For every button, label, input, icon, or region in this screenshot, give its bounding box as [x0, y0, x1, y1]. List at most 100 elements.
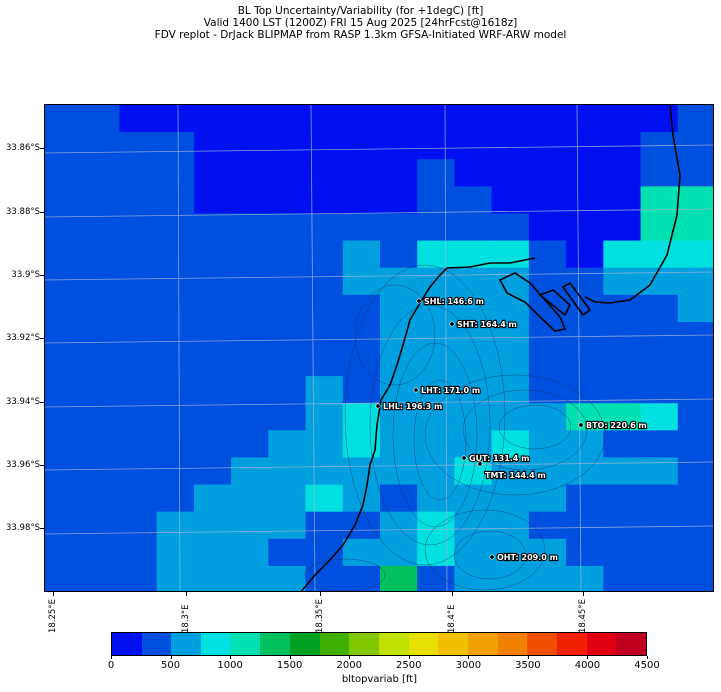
location-label: SHL: 146.6 m: [424, 297, 484, 306]
location-label: LHL: 196.3 m: [383, 402, 442, 411]
grid-cell: [119, 132, 158, 160]
longitude-label: 18.3°E: [181, 604, 191, 633]
grid-cell: [603, 105, 642, 133]
grid-cell: [491, 159, 530, 187]
grid-cell: [119, 376, 158, 404]
graticule-parallel: [45, 461, 713, 471]
colorbar-segment: [290, 633, 320, 655]
grid-cell: [82, 240, 121, 269]
grid-cell: [45, 105, 83, 133]
colorbar-segment: [349, 633, 380, 655]
contour: [424, 509, 546, 591]
grid-cell: [156, 213, 195, 242]
grid-cell: [156, 294, 195, 323]
grid-cell: [566, 213, 604, 242]
grid-cell: [603, 267, 642, 296]
grid-cell: [82, 349, 121, 377]
grid-cell: [603, 403, 642, 431]
grid-cell: [528, 376, 567, 404]
contour: [424, 374, 606, 496]
grid-cell: [156, 376, 195, 404]
location-marker-dot: [578, 422, 584, 428]
grid-cell: [193, 349, 232, 377]
grid-cell: [380, 430, 418, 459]
grid-cell: [305, 349, 344, 377]
grid-cell: [268, 484, 307, 513]
longitude-label: 18.35°E: [315, 599, 325, 633]
grid-cell: [417, 159, 456, 187]
longitude-tick: [583, 592, 584, 596]
grid-cell: [640, 159, 679, 187]
grid-cell: [231, 294, 269, 323]
grid-cell: [528, 511, 567, 540]
colorbar-segment: [586, 633, 617, 655]
location-marker-dot: [489, 554, 495, 560]
plot-title-line-2: Valid 1400 LST (1200Z) FRI 15 Aug 2025 […: [203, 17, 518, 29]
colorbar-segment: [230, 633, 261, 655]
grid-cell: [119, 349, 158, 377]
coastline-main: [300, 257, 536, 591]
grid-cell: [231, 321, 269, 350]
grid-cell: [45, 132, 83, 160]
grid-cell: [342, 267, 381, 296]
grid-cell: [45, 321, 83, 350]
grid-cell: [677, 457, 713, 486]
grid-cell: [305, 294, 344, 323]
graticule-meridian: [576, 105, 582, 591]
grid-cell: [454, 511, 493, 540]
grid-cell: [491, 511, 530, 540]
grid-cell: [603, 213, 642, 242]
grid-cell: [454, 430, 493, 459]
location-label: OHT: 209.0 m: [497, 553, 558, 562]
grid-cell: [82, 430, 121, 459]
grid-cell: [45, 376, 83, 404]
latitude-tick: [40, 338, 44, 339]
contour: [354, 284, 436, 386]
longitude-label: 18.4°E: [447, 604, 457, 633]
grid-cell: [156, 403, 195, 431]
grid-cell: [305, 240, 344, 269]
grid-cell: [417, 565, 456, 591]
grid-cell: [380, 538, 418, 567]
grid-cell: [305, 321, 344, 350]
grid-cell: [305, 430, 344, 459]
grid-cell: [82, 294, 121, 323]
grid-cell: [82, 376, 121, 404]
terrain-contours: [304, 264, 606, 591]
grid-cell: [677, 132, 713, 160]
grid-cell: [491, 186, 530, 215]
colorbar: [111, 632, 647, 656]
grid-cell: [82, 213, 121, 242]
colorbar-segment: [438, 633, 469, 655]
grid-cell: [305, 484, 344, 513]
grid-cell: [380, 484, 418, 513]
grid-cell: [417, 105, 456, 133]
colorbar-tick: [527, 656, 529, 659]
grid-cell: [677, 294, 713, 323]
grid-cell: [156, 321, 195, 350]
grid-cell: [231, 430, 269, 459]
grid-cell: [566, 565, 604, 591]
grid-cell: [566, 132, 604, 160]
grid-cell: [119, 294, 158, 323]
grid-cell: [380, 457, 418, 486]
colorbar-tick: [289, 656, 291, 659]
grid-cell: [491, 132, 530, 160]
grid-cell: [342, 376, 381, 404]
grid-cell: [677, 186, 713, 215]
latitude-label: 33.88°S: [6, 207, 40, 217]
grid-cell: [454, 105, 493, 133]
grid-cell: [45, 430, 83, 459]
grid-cell: [231, 186, 269, 215]
grid-cell: [677, 403, 713, 431]
grid-cell: [305, 186, 344, 215]
grid-cell: [156, 430, 195, 459]
grid-cell: [82, 321, 121, 350]
grid-cell: [119, 565, 158, 591]
grid-cell: [45, 213, 83, 242]
grid-cell: [82, 457, 121, 486]
grid-cell: [528, 430, 567, 459]
grid-cell: [342, 159, 381, 187]
grid-cell: [231, 457, 269, 486]
grid-cell: [119, 538, 158, 567]
